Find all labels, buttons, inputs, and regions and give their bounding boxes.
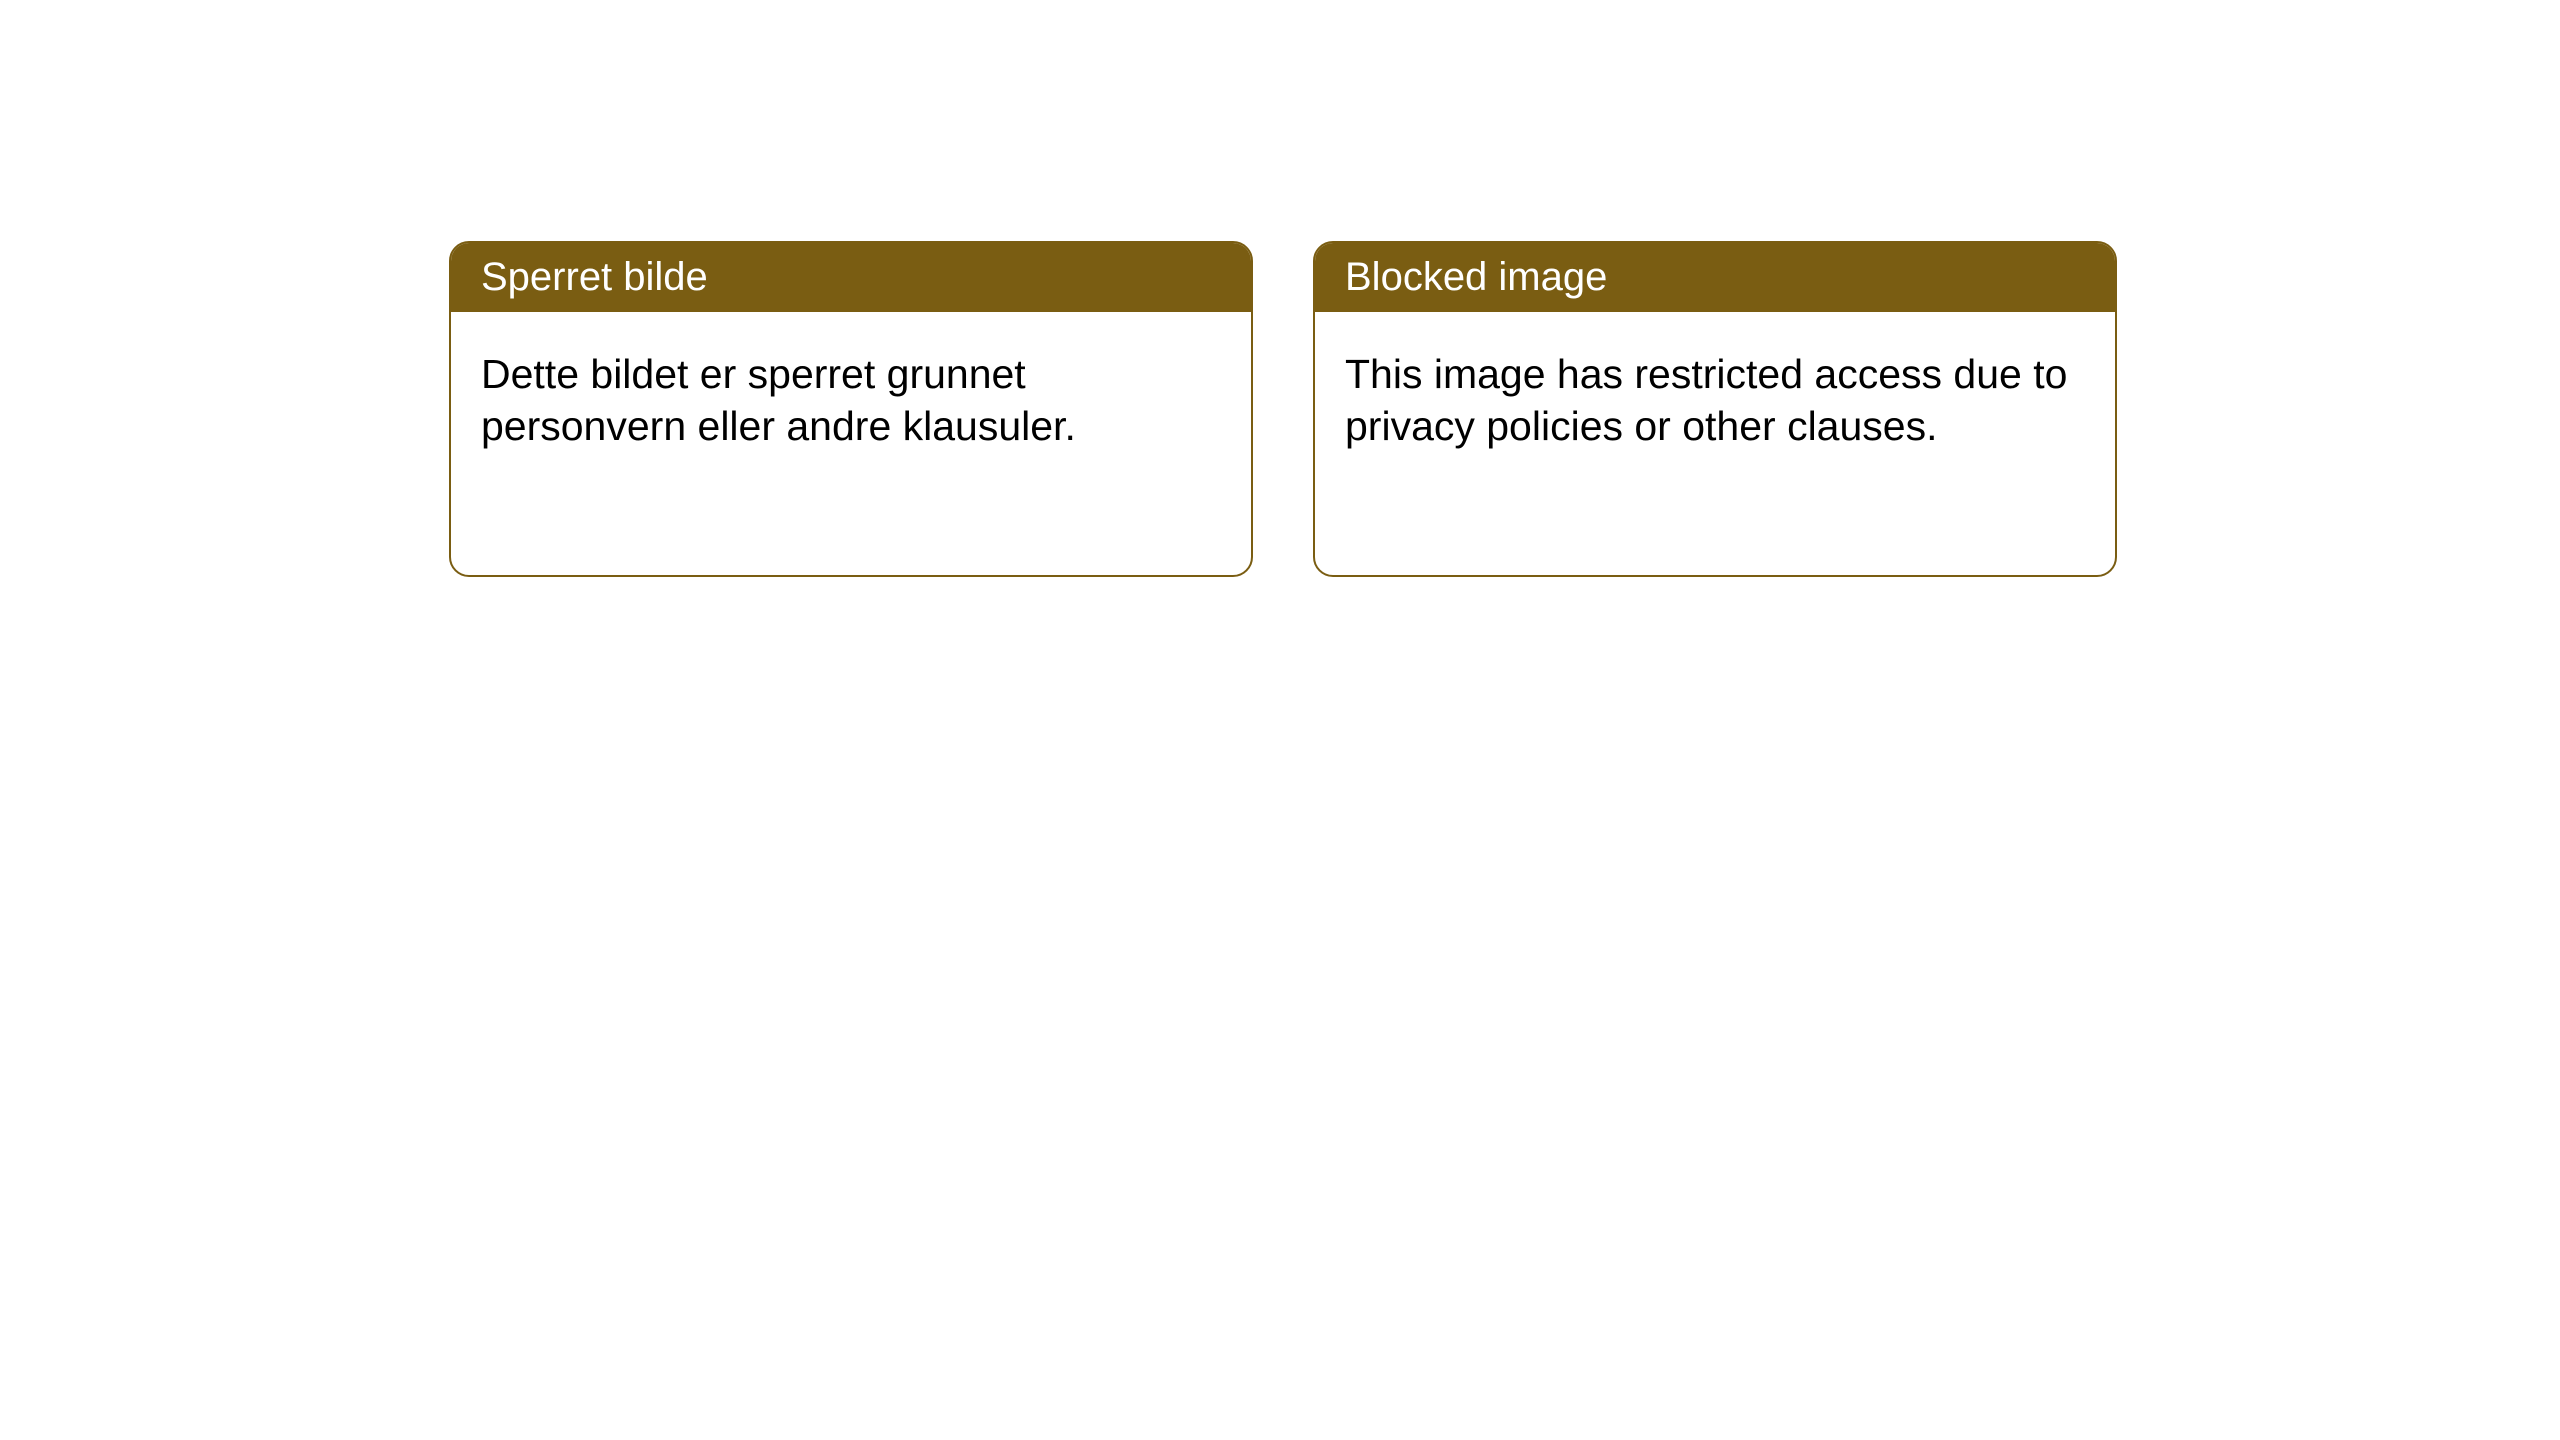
card-container: Sperret bilde Dette bildet er sperret gr… [449,241,2117,577]
card-title-en: Blocked image [1345,255,1607,299]
card-body-en: This image has restricted access due to … [1315,312,2115,489]
blocked-image-card-no: Sperret bilde Dette bildet er sperret gr… [449,241,1253,577]
card-body-no: Dette bildet er sperret grunnet personve… [451,312,1251,489]
card-message-en: This image has restricted access due to … [1345,351,2067,449]
blocked-image-card-en: Blocked image This image has restricted … [1313,241,2117,577]
card-header-en: Blocked image [1315,243,2115,312]
card-title-no: Sperret bilde [481,255,708,299]
card-header-no: Sperret bilde [451,243,1251,312]
card-message-no: Dette bildet er sperret grunnet personve… [481,351,1076,449]
